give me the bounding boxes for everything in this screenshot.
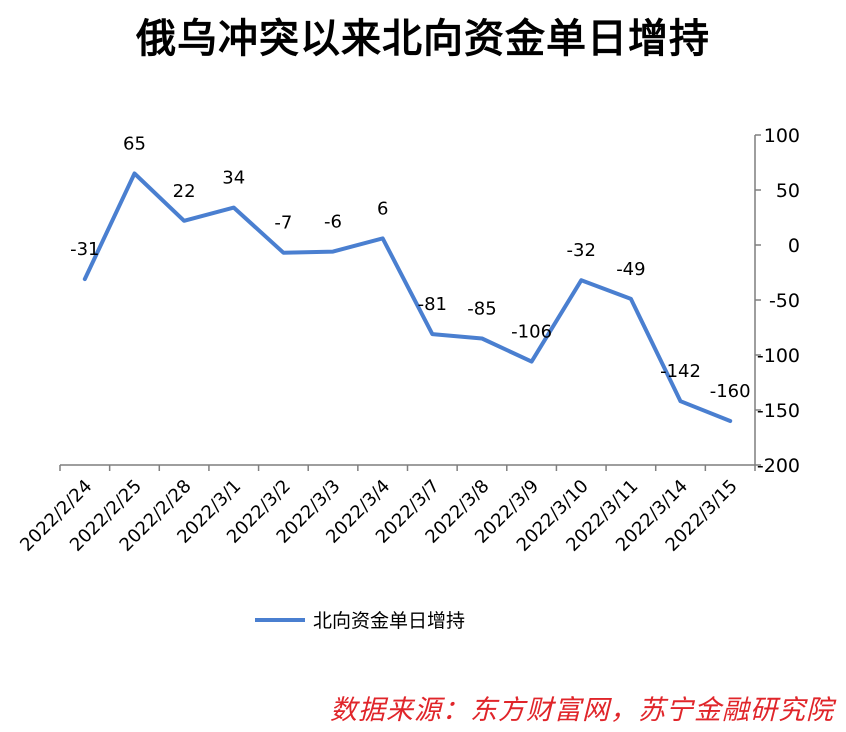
data-label: -7 — [274, 213, 292, 234]
legend: 北向资金单日增持 — [255, 606, 465, 633]
y-tick-label: 0 — [788, 235, 800, 257]
data-label: -32 — [567, 240, 596, 261]
data-label: -106 — [511, 322, 552, 343]
y-axis-tick-labels: 100 50 0 -50 -100 -150 -200 — [757, 125, 800, 477]
data-label: -85 — [467, 299, 496, 320]
data-label: 65 — [123, 134, 146, 155]
data-label: 6 — [377, 198, 388, 219]
y-tick-label: 50 — [776, 180, 800, 202]
axes — [59, 134, 761, 471]
legend-label: 北向资金单日增持 — [313, 610, 466, 632]
series-line — [82, 171, 733, 423]
data-label: -6 — [324, 212, 342, 233]
data-label: -81 — [418, 294, 447, 315]
line-chart: 100 50 0 -50 -100 -150 -200 2022/2/242022/2/25… — [16, 125, 800, 556]
data-label: -160 — [710, 381, 751, 402]
data-label: -49 — [616, 259, 645, 280]
legend-line-swatch — [255, 617, 305, 622]
data-label: -31 — [70, 239, 99, 260]
data-labels: -31 65 22 34 -7 -6 6 -81 -85 -106 -32 -49 -142 -160 — [70, 134, 750, 403]
source-note: 数据来源：东方财富网，苏宁金融研究院 — [330, 695, 834, 726]
y-tick-label: -50 — [769, 290, 800, 312]
chart-title: 俄乌冲突以来北向资金单日增持 — [136, 16, 710, 62]
y-tick-label: -100 — [757, 345, 800, 367]
series-polyline — [82, 171, 733, 423]
y-tick-label: -150 — [757, 400, 800, 422]
x-axis-tick-labels: 2022/2/242022/2/252022/2/282022/3/12022/… — [16, 476, 741, 556]
y-tick-label: 100 — [764, 125, 800, 147]
y-tick-label: -200 — [757, 455, 800, 477]
data-label: 34 — [222, 168, 245, 189]
data-label: -142 — [660, 361, 701, 382]
data-label: 22 — [173, 181, 196, 202]
